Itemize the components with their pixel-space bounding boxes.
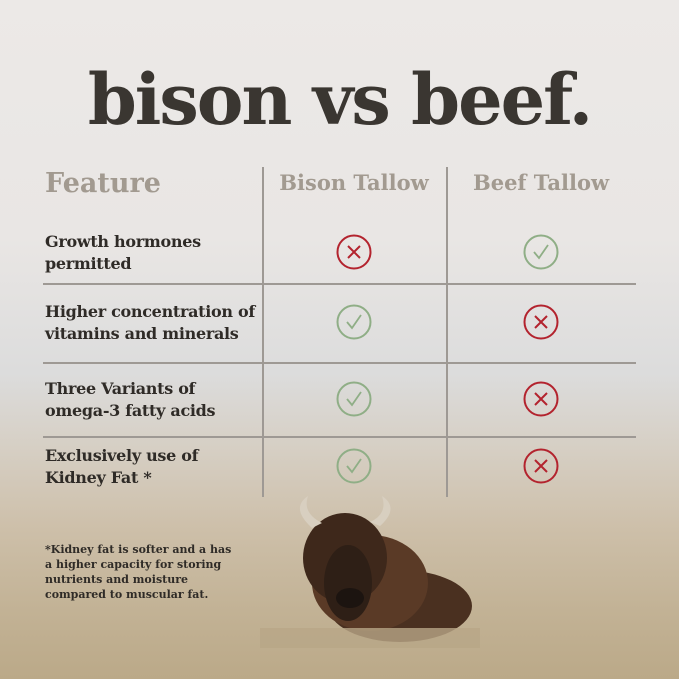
bison-image — [260, 496, 480, 648]
footnote: *Kidney fat is softer and a has a higher… — [45, 543, 232, 601]
check-icon — [336, 304, 372, 340]
check-icon — [523, 234, 559, 270]
feature-label: Growth hormones permitted — [45, 232, 201, 273]
row-divider — [43, 436, 636, 438]
cross-icon — [523, 381, 559, 417]
feature-label: Higher concentration of vitamins and min… — [45, 302, 255, 343]
check-icon — [336, 381, 372, 417]
page-title: bison vs beef. — [87, 58, 593, 141]
row-divider — [43, 362, 636, 364]
header-bison-tallow: Bison Tallow — [279, 170, 429, 195]
header-beef-tallow: Beef Tallow — [472, 170, 610, 195]
column-divider — [446, 167, 448, 497]
cross-icon — [523, 448, 559, 484]
cross-icon — [523, 304, 559, 340]
feature-label: Exclusively use of Kidney Fat * — [45, 446, 199, 487]
header-feature: Feature — [45, 168, 161, 199]
column-divider — [262, 167, 264, 497]
row-divider — [43, 283, 636, 285]
feature-label: Three Variants of omega-3 fatty acids — [45, 379, 216, 420]
check-icon — [336, 448, 372, 484]
cross-icon — [336, 234, 372, 270]
